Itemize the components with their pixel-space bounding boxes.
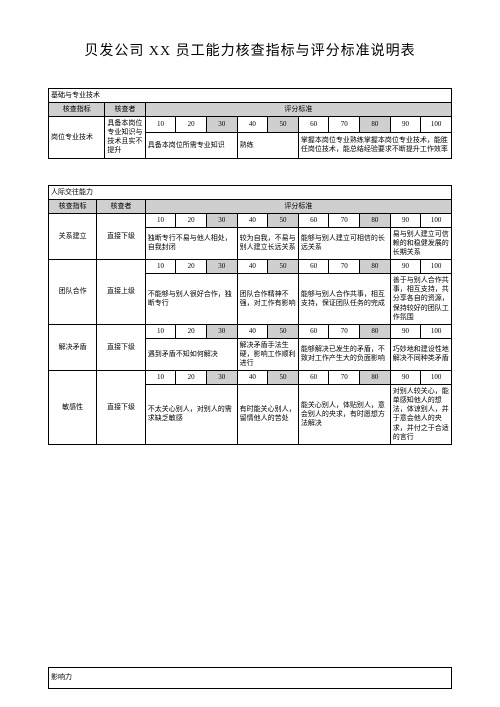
col-indicator: 核查指标 <box>49 199 97 213</box>
score-h: 100 <box>421 371 452 385</box>
score-h: 50 <box>268 260 299 274</box>
score-h: 30 <box>206 260 237 274</box>
score-h: 20 <box>176 371 207 385</box>
score-h: 50 <box>268 371 299 385</box>
section-basic: 基础与专业技术 核查指标 核查者 评分标准 岗位专业技术 具备本岗位专业知识与技… <box>48 88 452 159</box>
score-h: 10 <box>145 213 176 227</box>
inter-cell: 能够与别人合作共事，相互支持，保证团队任务的完成 <box>298 274 390 324</box>
col-criteria: 评分标准 <box>145 103 451 117</box>
inter-cell: 不太关心别人，对别人的需求缺乏敏感 <box>145 385 237 445</box>
inter-cell: 不能够与别人很好合作，独断专行 <box>145 274 237 324</box>
score-h: 90 <box>390 213 421 227</box>
inter-cell: 巧妙地和建设性地解决不同种类矛盾 <box>390 338 451 370</box>
inter-indicator: 解决矛盾 <box>49 324 97 370</box>
inter-checker: 直接下级 <box>97 213 145 259</box>
col-checker: 核查者 <box>97 199 145 213</box>
basic-cell: 掌握本岗位专业熟练掌握本岗位专业技术，能胜任岗位技术，能总结经验要求不断提升工作… <box>298 132 451 158</box>
score-h: 80 <box>360 371 391 385</box>
score-h: 10 <box>145 117 176 133</box>
basic-cell: 熟练 <box>237 132 298 158</box>
score-h: 100 <box>421 117 452 133</box>
score-h: 80 <box>360 213 391 227</box>
score-h: 20 <box>176 213 207 227</box>
score-h: 20 <box>176 260 207 274</box>
score-h: 90 <box>390 117 421 133</box>
inter-cell: 能够解决已发生的矛盾，不致对工作产生大的负面影响 <box>298 338 390 370</box>
score-h: 100 <box>421 260 452 274</box>
score-h: 100 <box>421 213 452 227</box>
score-h: 70 <box>329 324 360 338</box>
section-header: 人际交往能力 <box>49 185 452 199</box>
col-criteria: 评分标准 <box>145 199 451 213</box>
inter-indicator: 敏感性 <box>49 371 97 445</box>
section-inter: 人际交往能力 核查指标 核查者 评分标准 关系建立直接下级10203040506… <box>48 185 452 445</box>
score-h: 60 <box>298 371 329 385</box>
score-h: 70 <box>329 371 360 385</box>
inter-checker: 直接下级 <box>97 371 145 445</box>
score-h: 80 <box>360 324 391 338</box>
score-h: 10 <box>145 260 176 274</box>
score-h: 70 <box>329 213 360 227</box>
score-h: 80 <box>360 260 391 274</box>
inter-indicator: 团队合作 <box>49 260 97 325</box>
score-h: 60 <box>298 213 329 227</box>
score-h: 40 <box>237 213 268 227</box>
score-h: 20 <box>176 324 207 338</box>
page-title: 贝发公司 XX 员工能力核查指标与评分标准说明表 <box>48 40 452 60</box>
section-header: 影响力 <box>49 668 452 689</box>
score-h: 30 <box>206 213 237 227</box>
score-h: 10 <box>145 324 176 338</box>
section-influence: 影响力 <box>48 667 452 689</box>
score-h: 30 <box>206 371 237 385</box>
inter-indicator: 关系建立 <box>49 213 97 259</box>
score-h: 60 <box>298 117 329 133</box>
score-h: 10 <box>145 371 176 385</box>
score-h: 40 <box>237 324 268 338</box>
score-h: 70 <box>329 117 360 133</box>
score-h: 60 <box>298 324 329 338</box>
basic-cell: 具备本岗位所需专业知识 <box>145 132 237 158</box>
score-h: 40 <box>237 117 268 133</box>
basic-indicator: 岗位专业技术 <box>49 117 105 158</box>
score-h: 100 <box>421 324 452 338</box>
inter-checker: 直接下级 <box>97 324 145 370</box>
inter-cell: 能关心别人，体贴别人，意会别人的央求，有时愿想方法解决 <box>298 385 390 445</box>
inter-cell: 对别人较关心，能单感知他人的想法，体谅别人，并于意会他人的央求，并付之于合适的言… <box>390 385 451 445</box>
score-h: 30 <box>206 117 237 133</box>
score-h: 20 <box>176 117 207 133</box>
score-h: 70 <box>329 260 360 274</box>
col-indicator: 核查指标 <box>49 103 105 117</box>
score-h: 50 <box>268 117 299 133</box>
score-h: 90 <box>390 260 421 274</box>
score-h: 40 <box>237 371 268 385</box>
score-h: 90 <box>390 324 421 338</box>
score-h: 30 <box>206 324 237 338</box>
score-h: 80 <box>360 117 391 133</box>
inter-cell: 解决矛盾手法生硬，影响工作顺利进行 <box>237 338 298 370</box>
section-header: 基础与专业技术 <box>49 89 452 103</box>
inter-cell: 有时能关心别人，留情他人的苦处 <box>237 385 298 445</box>
score-h: 50 <box>268 324 299 338</box>
inter-cell: 易与别人建立可信赖的和稳健发展的长期关系 <box>390 227 451 259</box>
score-h: 50 <box>268 213 299 227</box>
inter-cell: 善于与别人合作共事，相互支持，共分享各自的资源，保持较好的团队工作氛围 <box>390 274 451 324</box>
inter-cell: 能够与别人建立可相信的长远关系 <box>298 227 390 259</box>
inter-cell: 独断专行不易与他人相处，自我封闭 <box>145 227 237 259</box>
inter-checker: 直接上级 <box>97 260 145 325</box>
score-h: 90 <box>390 371 421 385</box>
col-checker: 核查者 <box>105 103 145 117</box>
inter-cell: 较为自我，不易与别人建立长远关系 <box>237 227 298 259</box>
basic-checker: 具备本岗位专业知识与技术且实不提升 <box>105 117 145 158</box>
inter-cell: 遇到矛盾不知如何解决 <box>145 338 237 370</box>
inter-cell: 团队合作精神不强，对工作有影响 <box>237 274 298 324</box>
score-h: 60 <box>298 260 329 274</box>
score-h: 40 <box>237 260 268 274</box>
